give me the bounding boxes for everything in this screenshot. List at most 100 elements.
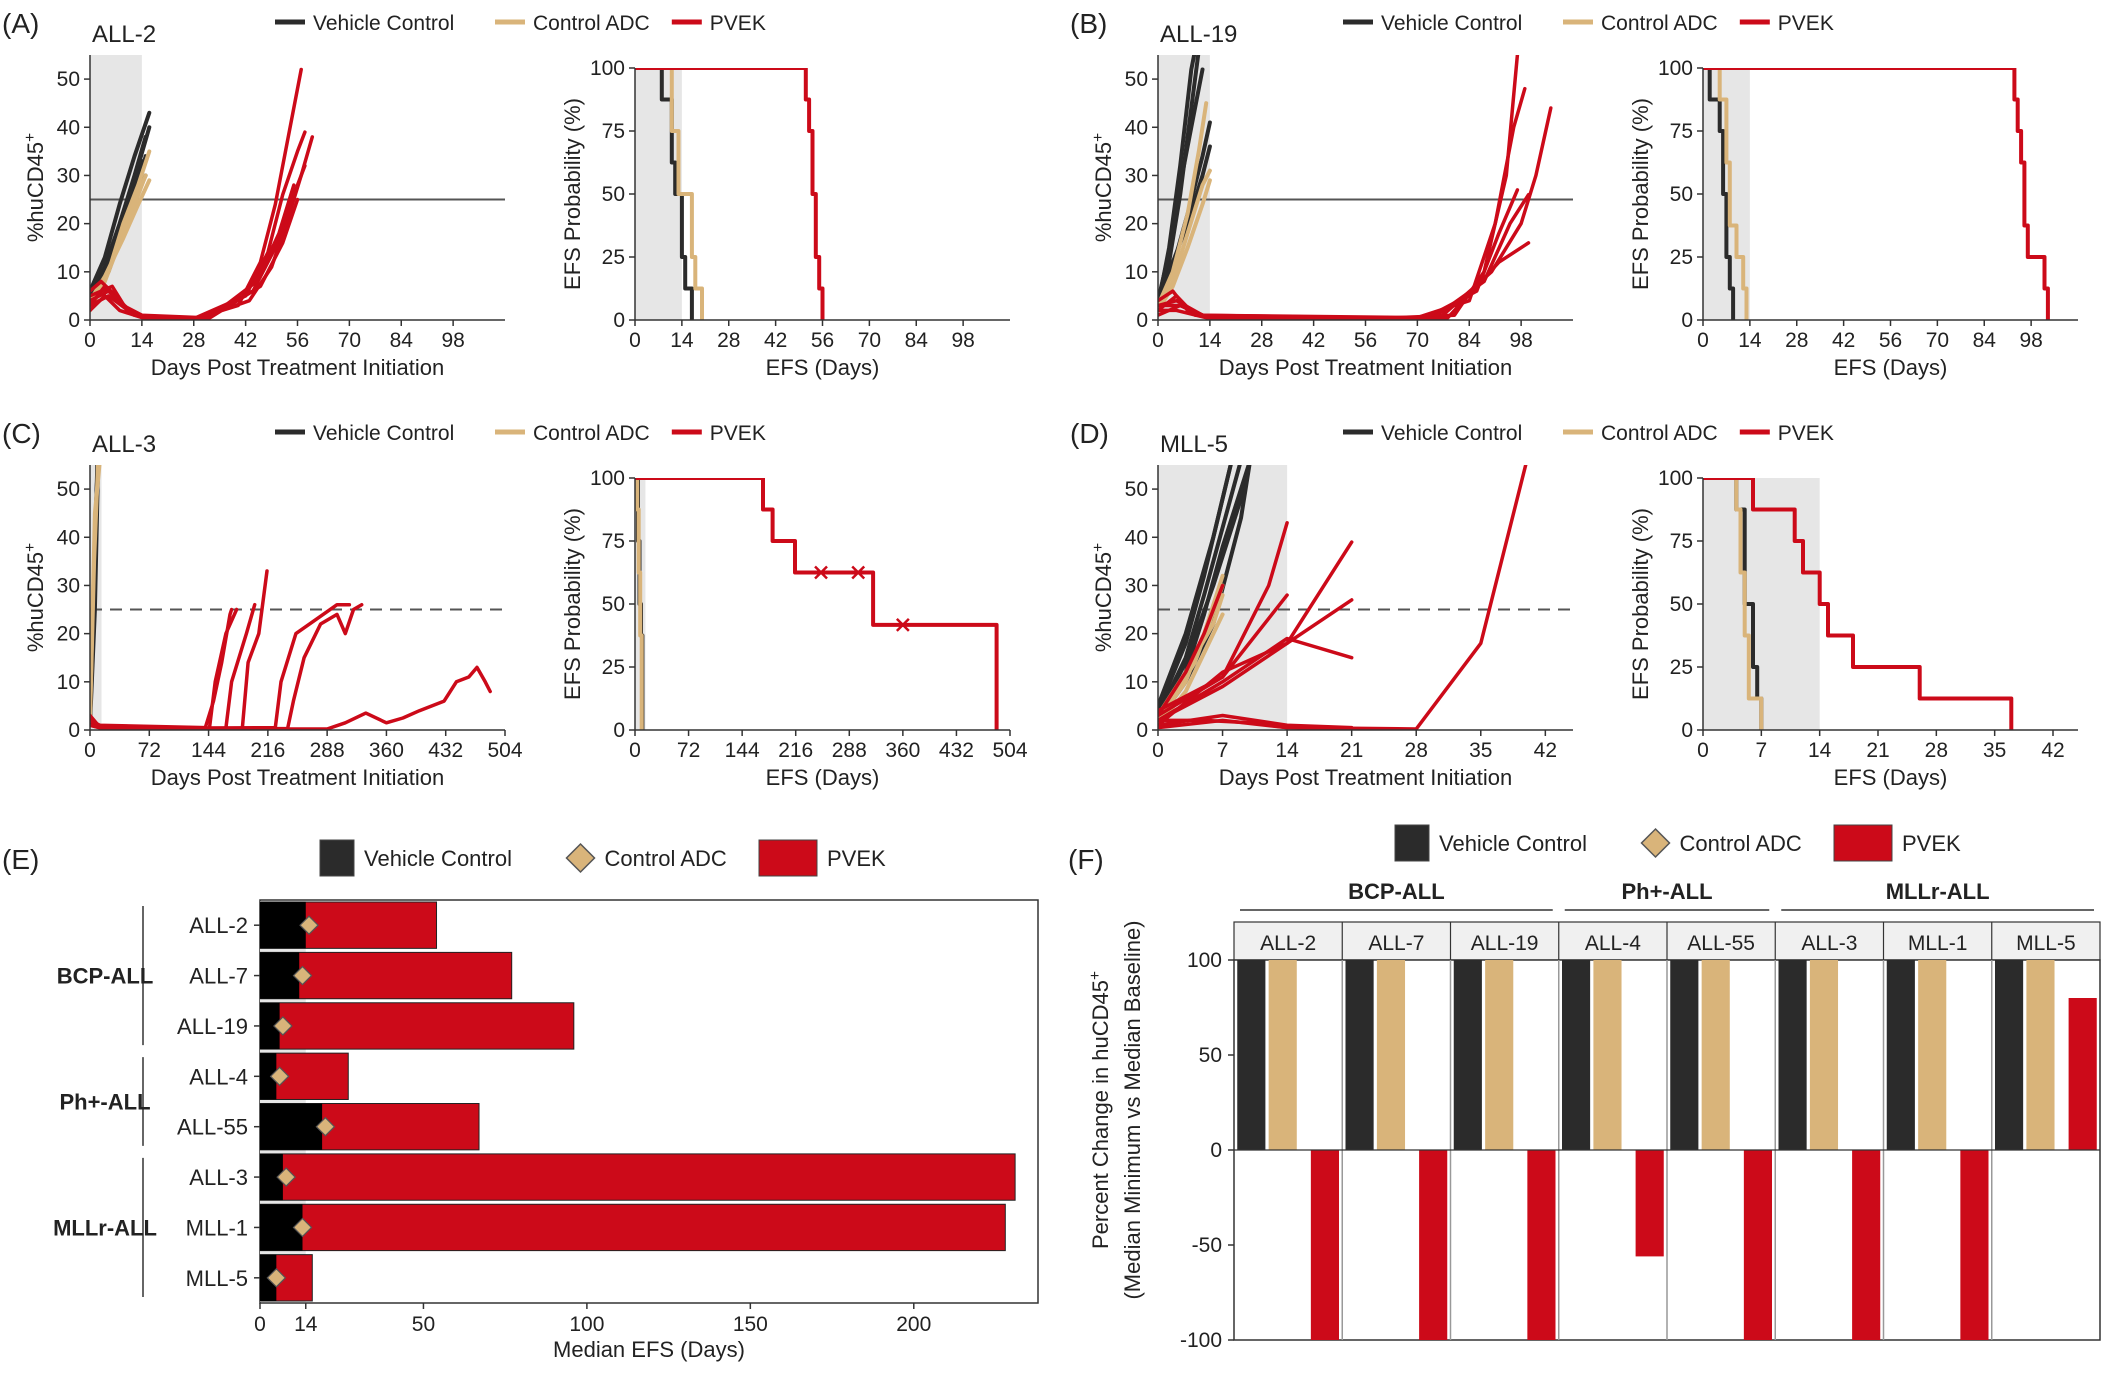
control-line-1: [90, 465, 102, 718]
panel-growth-3: 0 7 14 21 28 35 42 0 10 20 30 40 50 Days Post Treatme…: [1090, 465, 1573, 790]
bar-control-adc: [1268, 960, 1297, 1150]
x-axis-label: Days Post Treatment Initiation: [1219, 765, 1512, 790]
control-line-1: [1158, 101, 1209, 308]
pvek-line-3: [1158, 192, 1531, 320]
x-tick-label: 56: [811, 329, 834, 352]
x-tick-label: 144: [191, 739, 226, 762]
y-tick-label: 20: [57, 213, 80, 236]
x-tick-label: 42: [1302, 329, 1325, 352]
x-tick-label: 56: [286, 329, 309, 352]
y-axis-label: Percent Change in huCD45+: [1087, 971, 1113, 1249]
x-axis-label: Median EFS (Days): [553, 1337, 745, 1362]
bar-control-adc: [1918, 960, 1947, 1150]
x-tick-label: 200: [896, 1313, 931, 1336]
x-tick-label: 14: [1738, 329, 1762, 352]
x-tick-label: 432: [939, 739, 974, 762]
pvek-line-8: [1158, 718, 1289, 730]
legend-key-vehicle: [319, 839, 355, 877]
legend-label-control: Control ADC: [605, 846, 727, 871]
y-tick-label: 100: [1187, 949, 1222, 972]
category-label: ALL-19: [177, 1014, 248, 1039]
group-label: MLLr-ALL: [1886, 879, 1990, 904]
x-tick-label: 72: [677, 739, 700, 762]
pvek-line-1: [1158, 86, 1527, 320]
y-axis-label: %huCD45+: [1090, 543, 1116, 652]
x-tick-label: 35: [1983, 739, 2006, 762]
category-label: MLL-5: [186, 1266, 248, 1291]
bar-pvek: [1310, 1150, 1340, 1340]
x-tick-label: 14: [130, 329, 154, 352]
x-tick-label: 84: [905, 329, 929, 352]
x-tick-label: 216: [778, 739, 813, 762]
y-tick-label: 50: [602, 183, 625, 206]
plot-area: [1158, 55, 1573, 320]
legend-label-pvek: PVEK: [827, 846, 886, 871]
y-tick-label: 50: [1670, 183, 1693, 206]
legend-key-pvek: [1833, 824, 1893, 862]
pvek-line-6: [90, 665, 492, 730]
pvek-line-3: [1158, 598, 1354, 727]
x-tick-label: 42: [1832, 329, 1855, 352]
x-tick-label: 504: [992, 739, 1027, 762]
legend-key-pvek: [758, 839, 818, 877]
x-tick-label: 150: [733, 1313, 768, 1336]
x-tick-label: 98: [1509, 329, 1532, 352]
x-tick-label: 0: [84, 739, 96, 762]
y-tick-label: 10: [1125, 671, 1148, 694]
pvek-line-1: [90, 607, 239, 730]
y-tick-label: 50: [1199, 1044, 1222, 1067]
legend-label-control: Control ADC: [1601, 422, 1718, 445]
y-tick-label: 40: [57, 526, 80, 549]
y-tick-label: 30: [1125, 164, 1148, 187]
x-axis-label: EFS (Days): [1834, 355, 1948, 380]
y-tick-label: 0: [1136, 719, 1148, 742]
facet-label: MLL-5: [2016, 932, 2076, 955]
panel-efs-3: 0 7 14 21 28 35 42 0 25 50 75 100 EFS (Days) EFS Prob…: [1628, 467, 2078, 790]
group-label: Ph+-ALL: [59, 1090, 150, 1115]
legend-key-vehicle: [1394, 824, 1430, 862]
model-title: ALL-2: [92, 21, 156, 48]
y-tick-label: 0: [1681, 719, 1693, 742]
panel-growth-0: 0 14 28 42 56 70 84 98 0 10 20 30 40 50 Days Post Trea…: [22, 55, 505, 380]
control-diamond: [266, 1267, 287, 1288]
legend-key-control: [565, 842, 596, 874]
x-tick-label: 21: [1340, 739, 1363, 762]
x-tick-label: 7: [1755, 739, 1767, 762]
x-tick-label: 360: [369, 739, 404, 762]
x-tick-label: 98: [951, 329, 974, 352]
vehicle-bar: [260, 1103, 323, 1150]
control-diamond: [292, 1217, 313, 1238]
panel-letter: (C): [2, 418, 41, 449]
category-label: ALL-2: [189, 913, 248, 938]
y-tick-label: 20: [1125, 213, 1148, 236]
y-tick-label: 0: [1681, 309, 1693, 332]
y-axis-label: %huCD45+: [1090, 133, 1116, 242]
y-tick-label: 20: [1125, 623, 1148, 646]
panel-median-efs: (E) Vehicle Control Control ADC PVEK ALL-2 AL…: [2, 839, 1039, 1362]
pvek-line-5: [90, 602, 364, 730]
x-tick-label: 70: [338, 329, 361, 352]
group-label: BCP-ALL: [1348, 879, 1445, 904]
bar-vehicle-control: [1453, 960, 1482, 1150]
x-tick-label: 28: [717, 329, 740, 352]
bar-vehicle-control: [1778, 960, 1807, 1150]
y-tick-label: 0: [68, 309, 80, 332]
control-diamond: [269, 1066, 290, 1087]
x-tick-label: 14: [1198, 329, 1222, 352]
x-tick-label: 98: [441, 329, 464, 352]
y-tick-label: 100: [1658, 57, 1693, 80]
legend-label-control: Control ADC: [533, 422, 650, 445]
bar-control-adc: [1593, 960, 1622, 1150]
model-title: ALL-3: [92, 431, 156, 458]
x-tick-label: 14: [1808, 739, 1832, 762]
legend-label-vehicle: Vehicle Control: [1381, 12, 1522, 35]
panel-efs-2: 0 72 144 216 288 360 432 504 0 25 50 75 100 EFS (Days…: [560, 467, 1028, 790]
legend-label-vehicle: Vehicle Control: [1381, 422, 1522, 445]
y-tick-label: 25: [602, 246, 625, 269]
bar-vehicle-control: [1561, 960, 1591, 1150]
y-tick-label: 30: [57, 574, 80, 597]
legend-label-control: Control ADC: [533, 12, 650, 35]
bar-pvek: [1852, 1150, 1881, 1340]
vehicle-km-curve: [635, 68, 694, 320]
